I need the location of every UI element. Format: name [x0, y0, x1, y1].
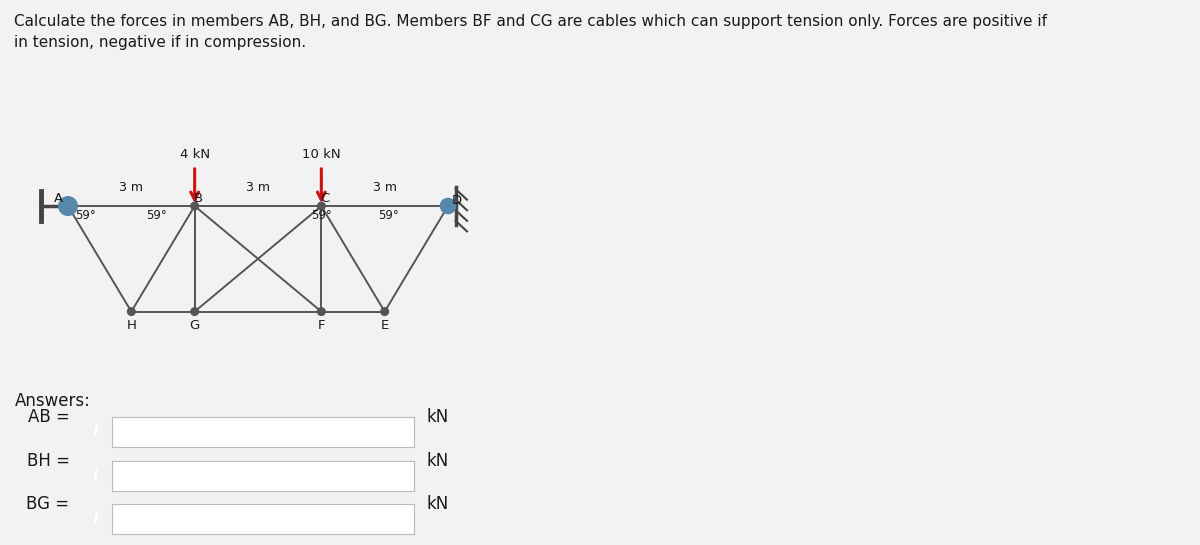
- Text: D: D: [452, 195, 462, 208]
- Text: A: A: [54, 192, 64, 205]
- Text: i: i: [92, 425, 97, 439]
- Text: in tension, negative if in compression.: in tension, negative if in compression.: [14, 35, 306, 51]
- Text: 59°: 59°: [378, 209, 400, 222]
- Text: i: i: [92, 468, 97, 483]
- Text: 3 m: 3 m: [246, 181, 270, 194]
- Text: AB =: AB =: [28, 408, 70, 426]
- Circle shape: [191, 308, 198, 316]
- Text: G: G: [190, 319, 199, 331]
- Text: kN: kN: [426, 495, 449, 513]
- Circle shape: [380, 308, 389, 316]
- Text: 59°: 59°: [311, 209, 331, 222]
- Text: 59°: 59°: [76, 209, 96, 222]
- Text: 59°: 59°: [146, 209, 167, 222]
- Circle shape: [318, 308, 325, 316]
- Text: i: i: [92, 512, 97, 526]
- Text: Answers:: Answers:: [14, 392, 90, 410]
- Text: 4 kN: 4 kN: [180, 148, 210, 161]
- Text: Calculate the forces in members AB, BH, and BG. Members BF and CG are cables whi: Calculate the forces in members AB, BH, …: [14, 14, 1048, 29]
- Text: 10 kN: 10 kN: [302, 148, 341, 161]
- Circle shape: [191, 202, 198, 210]
- Circle shape: [440, 198, 456, 214]
- Text: 3 m: 3 m: [373, 181, 397, 194]
- Text: H: H: [126, 319, 137, 331]
- Circle shape: [59, 197, 77, 215]
- Text: BG =: BG =: [26, 495, 70, 513]
- Circle shape: [318, 202, 325, 210]
- Text: 3 m: 3 m: [119, 181, 143, 194]
- Text: E: E: [380, 319, 389, 331]
- Text: kN: kN: [426, 408, 449, 426]
- Text: BH =: BH =: [26, 451, 70, 470]
- Text: B: B: [193, 192, 203, 205]
- Circle shape: [127, 308, 136, 316]
- Text: C: C: [320, 192, 329, 205]
- Text: kN: kN: [426, 451, 449, 470]
- Text: F: F: [318, 319, 325, 331]
